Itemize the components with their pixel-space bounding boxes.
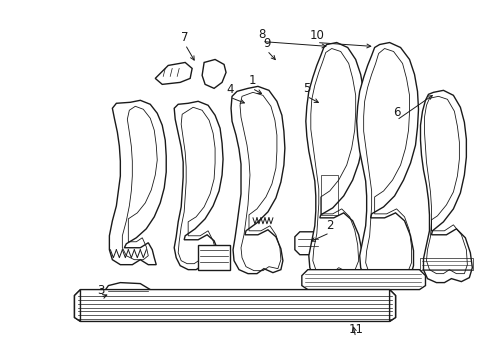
Text: 8: 8 <box>258 28 265 41</box>
Polygon shape <box>294 232 320 255</box>
Polygon shape <box>230 86 285 274</box>
Text: 4: 4 <box>226 83 233 96</box>
Polygon shape <box>198 245 229 270</box>
Text: 11: 11 <box>347 323 363 336</box>
Text: 2: 2 <box>325 219 333 232</box>
Polygon shape <box>202 59 225 88</box>
Text: 9: 9 <box>263 36 270 50</box>
Polygon shape <box>356 42 418 282</box>
Polygon shape <box>109 100 166 265</box>
Text: 7: 7 <box>181 31 188 44</box>
Polygon shape <box>174 101 223 270</box>
Text: 1: 1 <box>248 75 255 87</box>
Polygon shape <box>301 270 425 289</box>
Polygon shape <box>155 62 192 84</box>
Text: 3: 3 <box>97 284 104 297</box>
Polygon shape <box>74 289 395 321</box>
Text: 6: 6 <box>392 106 400 119</box>
Polygon shape <box>389 289 395 321</box>
Polygon shape <box>74 289 81 321</box>
Text: 5: 5 <box>303 82 310 95</box>
Polygon shape <box>420 90 471 283</box>
Polygon shape <box>305 42 364 282</box>
Text: 10: 10 <box>309 28 324 41</box>
Polygon shape <box>101 283 152 311</box>
